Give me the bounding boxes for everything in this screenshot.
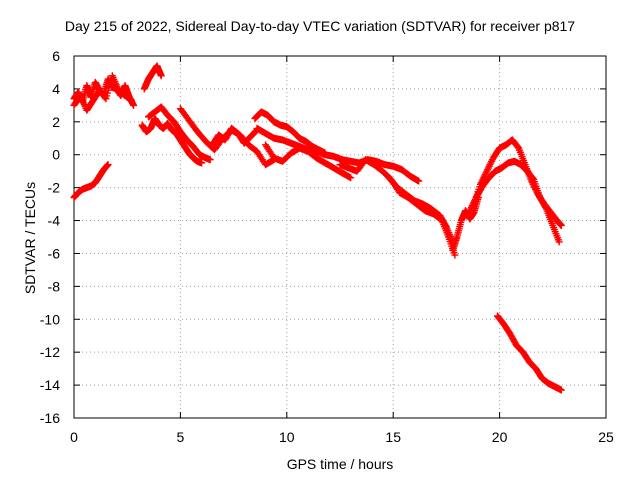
y-tick-label: -6 (48, 245, 61, 261)
y-tick-label: 2 (52, 114, 60, 130)
data-series-seg-h (208, 124, 261, 149)
data-series-seg-q (493, 312, 565, 394)
data-series-seg-d (138, 115, 206, 167)
data-series-seg-m (385, 174, 457, 246)
data-series-seg-l (336, 156, 459, 259)
data-points (385, 174, 457, 246)
y-tick-label: 0 (52, 147, 60, 163)
y-tick-label: -14 (40, 377, 60, 393)
x-tick-label: 20 (492, 429, 508, 445)
data-points (70, 72, 135, 114)
data-points (138, 115, 206, 167)
x-tick-label: 5 (177, 429, 185, 445)
data-points (493, 312, 565, 394)
data-points (466, 157, 563, 246)
data-series-seg-k (262, 141, 355, 182)
y-tick-label: -10 (40, 311, 60, 327)
data-points (208, 124, 261, 149)
data-points (140, 62, 165, 93)
y-tick-label: -4 (48, 213, 61, 229)
data-series-seg-f (144, 103, 214, 164)
y-tick-label: -8 (48, 278, 61, 294)
data-series-seg-b (70, 72, 135, 114)
y-axis-label: SDTVAR / TECUs (22, 181, 38, 295)
data-points (70, 161, 112, 202)
data-series-seg-p (466, 157, 563, 246)
plot-frame (73, 55, 607, 419)
chart-title: Day 215 of 2022, Sidereal Day-to-day VTE… (64, 18, 576, 34)
y-tick-label: -12 (40, 344, 60, 360)
x-tick-label: 15 (385, 429, 401, 445)
data-points (144, 103, 214, 164)
y-tick-label: 6 (52, 48, 60, 64)
data-points (336, 156, 459, 259)
y-tick-label: -2 (48, 180, 61, 196)
data-series-seg-e (140, 62, 165, 93)
data-points (262, 141, 355, 182)
data-series-seg-c (70, 161, 112, 202)
y-tick-label: -16 (40, 410, 60, 426)
y-tick-label: 4 (52, 81, 60, 97)
x-tick-label: 25 (598, 429, 614, 445)
x-tick-label: 0 (70, 429, 78, 445)
x-tick-label: 10 (279, 429, 295, 445)
data-points (449, 194, 482, 254)
data-series-seg-n (449, 194, 482, 254)
x-axis-label: GPS time / hours (286, 456, 394, 472)
